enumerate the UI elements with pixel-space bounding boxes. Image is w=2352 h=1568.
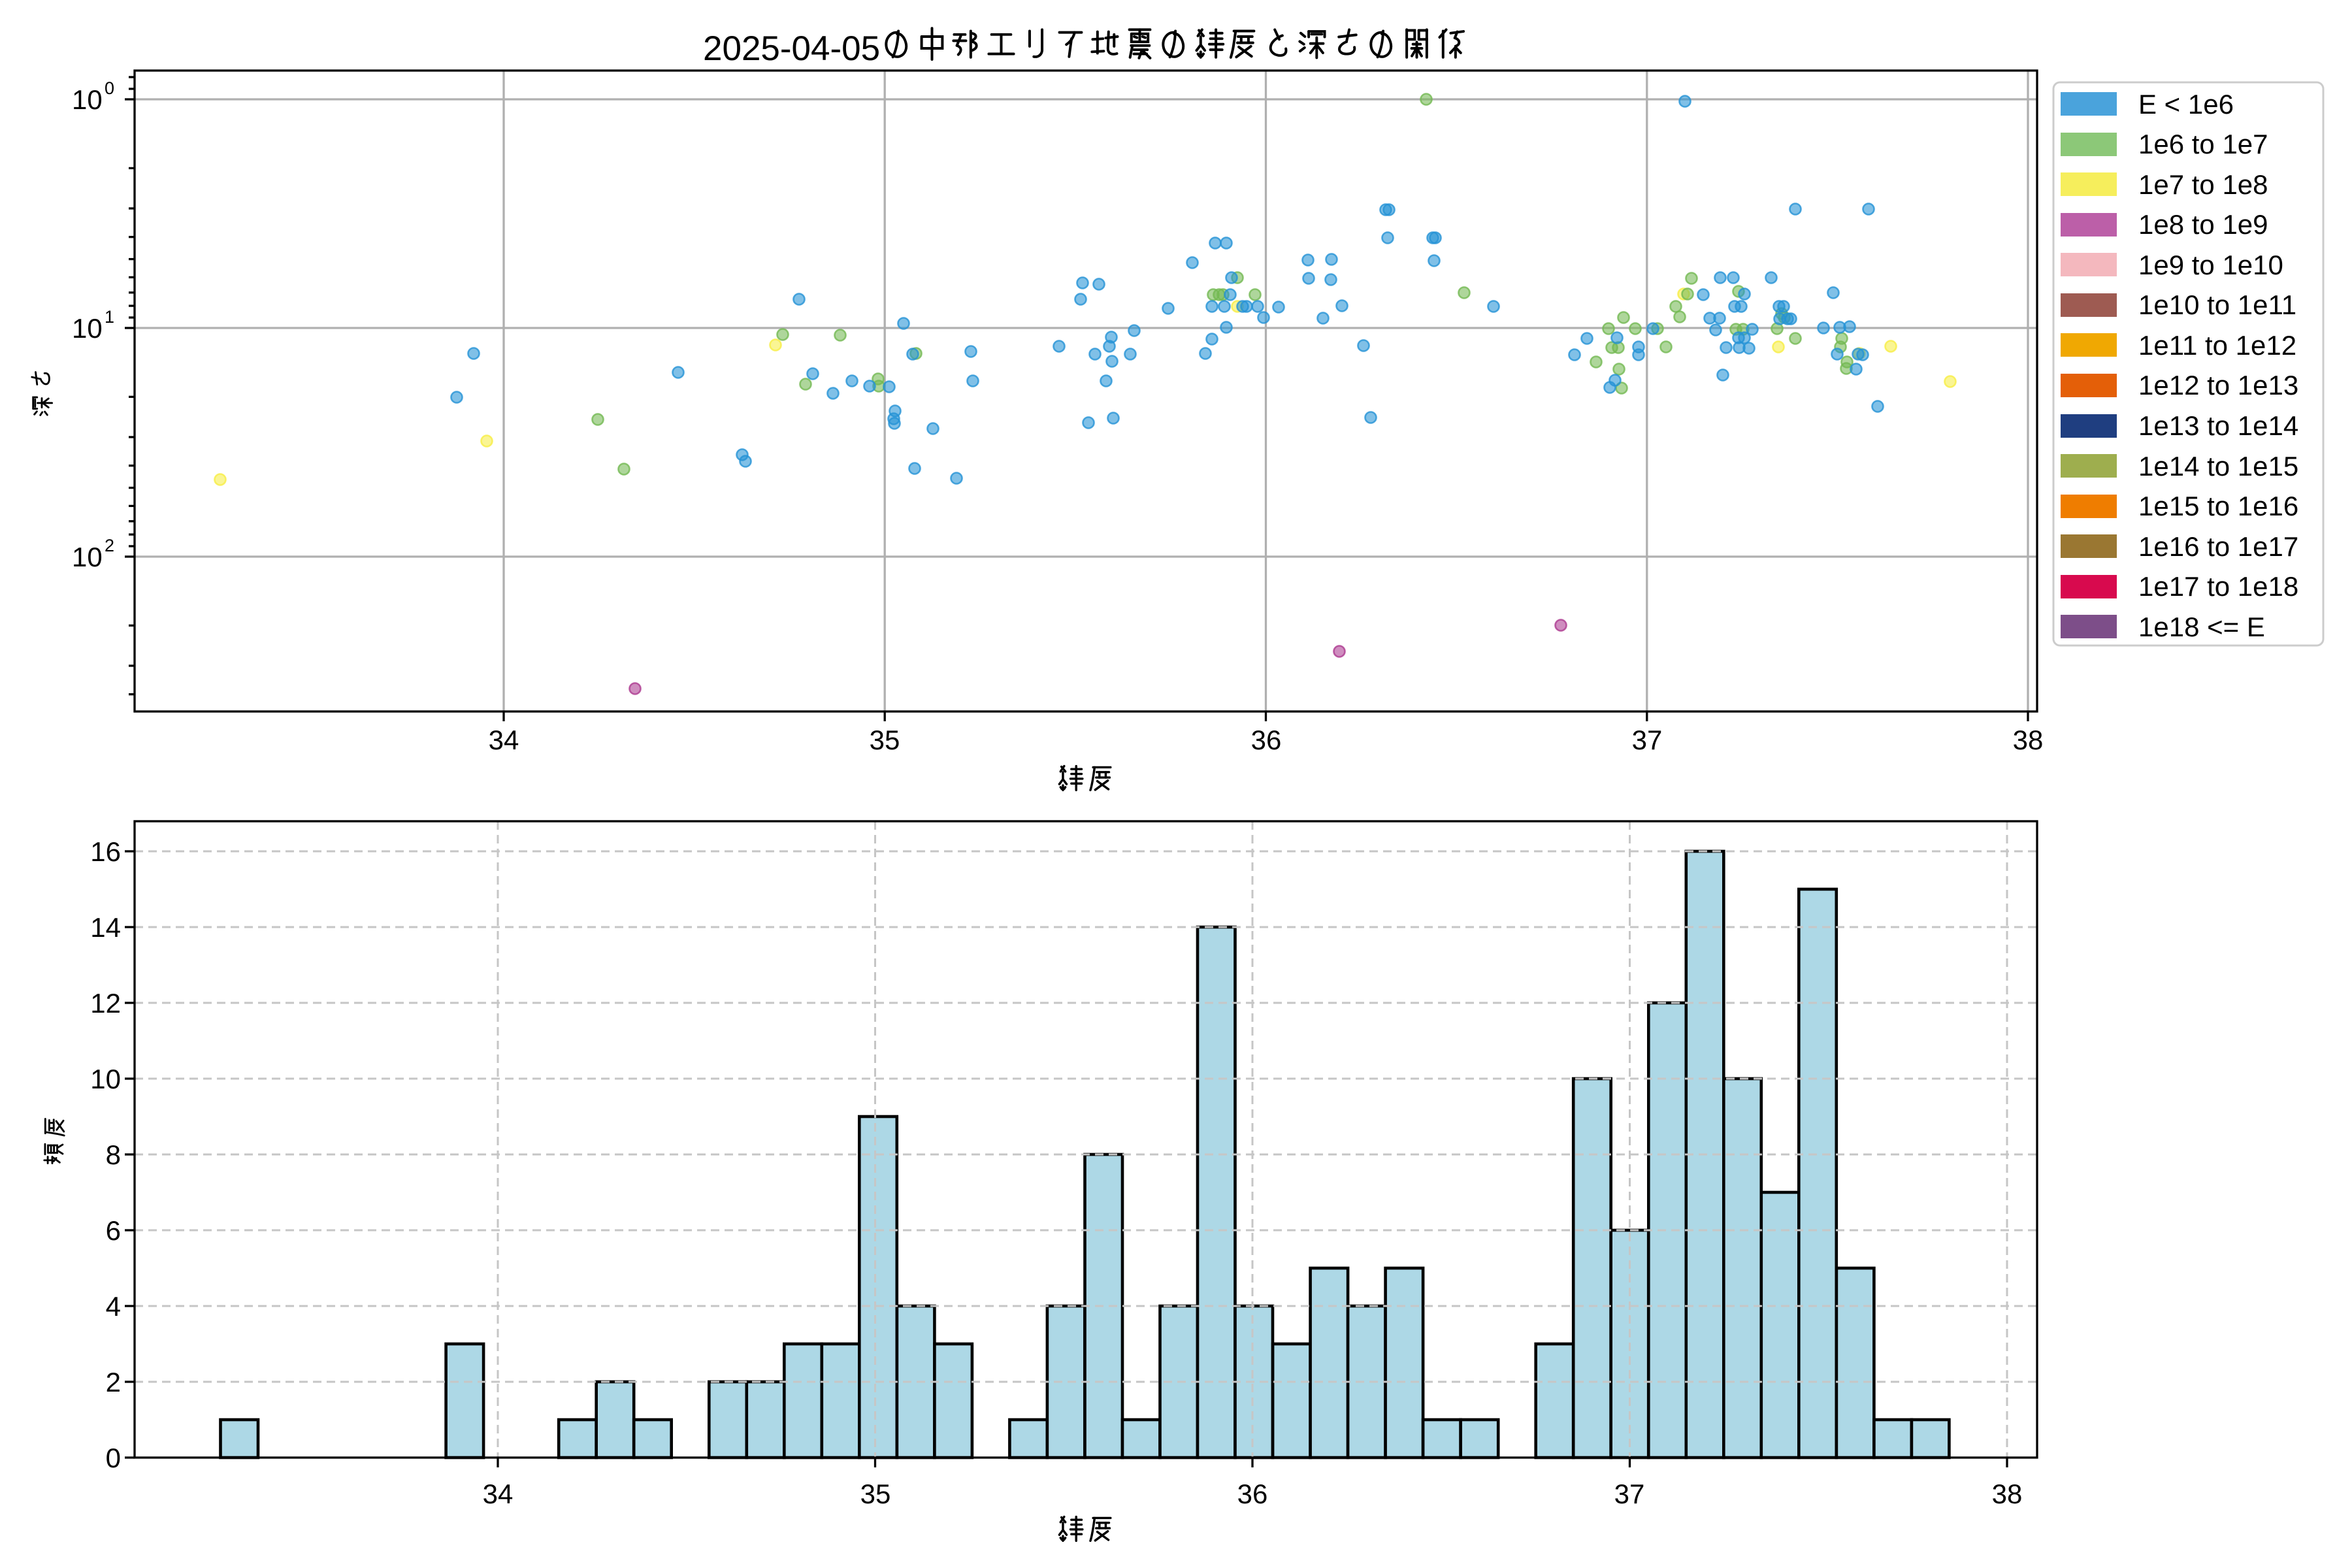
svg-text:1e12 to 1e13: 1e12 to 1e13 xyxy=(2138,370,2298,400)
svg-text:10: 10 xyxy=(72,84,103,115)
svg-text:2: 2 xyxy=(106,1367,121,1397)
svg-text:6: 6 xyxy=(106,1215,121,1246)
svg-text:2: 2 xyxy=(105,536,114,555)
svg-text:12: 12 xyxy=(90,988,121,1019)
svg-text:1e18 <= E: 1e18 <= E xyxy=(2138,612,2265,642)
svg-text:1e10 to 1e11: 1e10 to 1e11 xyxy=(2138,289,2296,320)
svg-text:E < 1e6: E < 1e6 xyxy=(2138,89,2234,120)
svg-text:1e7 to 1e8: 1e7 to 1e8 xyxy=(2138,169,2268,200)
svg-text:1e6 to 1e7: 1e6 to 1e7 xyxy=(2138,129,2268,159)
svg-text:4: 4 xyxy=(106,1291,121,1322)
svg-text:36: 36 xyxy=(1251,725,1282,755)
svg-text:1e8 to 1e9: 1e8 to 1e9 xyxy=(2138,209,2268,240)
svg-text:37: 37 xyxy=(1614,1478,1645,1509)
svg-text:34: 34 xyxy=(489,725,519,755)
svg-text:1e13 to 1e14: 1e13 to 1e14 xyxy=(2138,410,2298,441)
svg-text:34: 34 xyxy=(483,1478,514,1509)
svg-text:35: 35 xyxy=(860,1478,891,1509)
svg-text:10: 10 xyxy=(72,313,103,344)
svg-text:38: 38 xyxy=(2013,725,2044,755)
svg-text:38: 38 xyxy=(1992,1478,2023,1509)
svg-text:1: 1 xyxy=(105,307,114,327)
svg-text:1e17 to 1e18: 1e17 to 1e18 xyxy=(2138,571,2298,602)
svg-text:8: 8 xyxy=(106,1139,121,1170)
svg-text:0: 0 xyxy=(106,1443,121,1473)
svg-text:16: 16 xyxy=(90,836,121,867)
svg-text:37: 37 xyxy=(1632,725,1663,755)
svg-text:10: 10 xyxy=(90,1064,121,1094)
svg-text:35: 35 xyxy=(870,725,900,755)
svg-text:10: 10 xyxy=(72,542,103,572)
svg-text:0: 0 xyxy=(105,78,114,98)
svg-text:1e14 to 1e15: 1e14 to 1e15 xyxy=(2138,451,2298,482)
svg-text:1e15 to 1e16: 1e15 to 1e16 xyxy=(2138,491,2298,521)
svg-text:2025-04-05: 2025-04-05 xyxy=(703,29,880,68)
svg-text:14: 14 xyxy=(90,912,121,943)
svg-text:36: 36 xyxy=(1237,1478,1268,1509)
svg-text:1e9 to 1e10: 1e9 to 1e10 xyxy=(2138,250,2283,280)
svg-text:1e11 to 1e12: 1e11 to 1e12 xyxy=(2138,330,2296,361)
svg-text:1e16 to 1e17: 1e16 to 1e17 xyxy=(2138,531,2298,562)
